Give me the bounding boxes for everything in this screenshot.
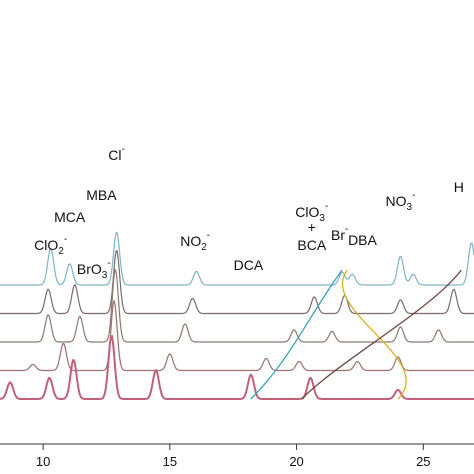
peak-label-7: DCA — [234, 257, 264, 273]
peak-label-14: H — [454, 179, 464, 195]
x-axis-ticks: 10 15 20 25 — [36, 444, 431, 469]
peak-label-8: ClO3- — [295, 201, 328, 224]
chromatogram-traces — [0, 231, 474, 400]
peak-label-2: MCA — [54, 209, 86, 225]
peak-labels: ClO2- MCA BrO3- MBA Cl- NO2- DCA ClO3-+ BCA Br-DB… — [34, 144, 464, 281]
trace-line-5 — [0, 335, 474, 400]
peak-label-6: NO2- — [180, 230, 210, 253]
x-tick-label-1: 10 — [36, 454, 50, 469]
peak-label-10: BCA — [297, 237, 326, 253]
peak-label-5: Cl- — [108, 144, 125, 163]
x-tick-label-3: 20 — [289, 454, 303, 469]
peak-label-1: ClO2- — [34, 234, 67, 257]
x-tick-label-4: 25 — [416, 454, 430, 469]
tracking-line-3 — [301, 269, 462, 400]
peak-label-13: NO3- — [386, 190, 416, 213]
trace-line-2 — [0, 249, 474, 315]
trace-line-1 — [0, 231, 474, 286]
x-tick-label-2: 15 — [163, 454, 177, 469]
peak-label-3: BrO3- — [77, 258, 111, 281]
peak-label-11: Br- — [331, 224, 348, 243]
peak-label-4: MBA — [86, 187, 117, 203]
trace-line-4 — [0, 298, 474, 372]
peak-tracking-lines — [250, 269, 462, 400]
tracking-line-2 — [341, 269, 407, 400]
tracking-line-1 — [250, 269, 343, 400]
peak-label-9: + — [308, 219, 316, 235]
trace-line-3 — [0, 268, 474, 343]
peak-label-12: DBA — [348, 232, 377, 248]
